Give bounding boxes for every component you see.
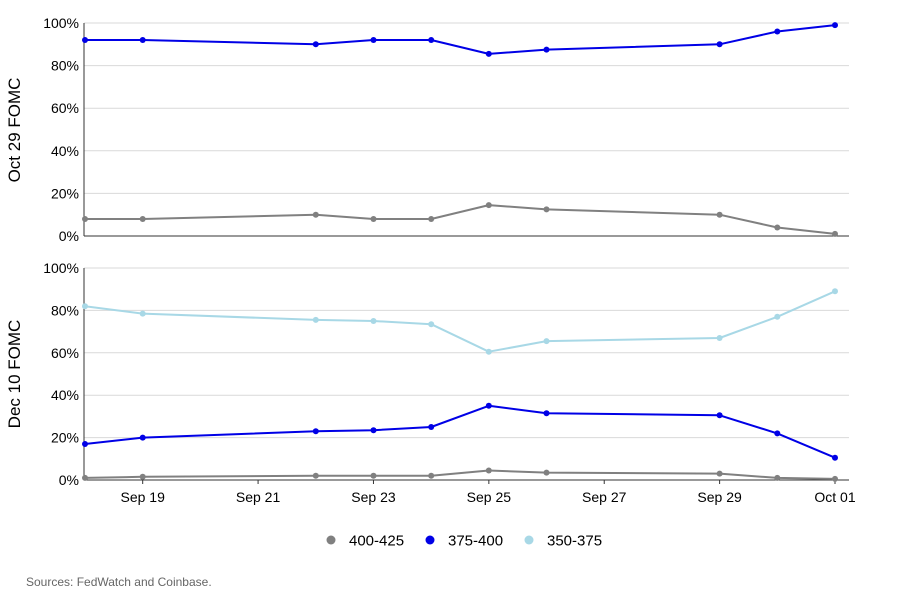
x-tick-label: Sep 29 [697, 489, 742, 505]
data-point [543, 206, 550, 213]
x-tick-label: Oct 01 [814, 489, 855, 505]
data-point [428, 216, 435, 222]
data-point [428, 37, 435, 43]
series-line-400-425 [85, 204, 836, 235]
data-point [82, 37, 88, 43]
data-point [832, 475, 838, 482]
series-375-400 [82, 402, 838, 461]
data-point [832, 22, 838, 29]
series-line-375-400 [84, 404, 836, 459]
legend-marker-350-375 [524, 535, 534, 545]
series-375-400 [82, 22, 838, 57]
x-tick-label: Sep 21 [236, 489, 281, 505]
data-point [716, 470, 723, 477]
data-point [716, 211, 723, 218]
y-tick-label: 0% [59, 228, 79, 244]
data-point [485, 348, 492, 355]
series-line-350-375 [84, 290, 836, 353]
data-point [543, 469, 550, 476]
x-tick-label: Sep 23 [351, 489, 396, 505]
y-tick-label: 60% [51, 100, 79, 116]
data-point [832, 454, 838, 461]
x-tick-label: Sep 19 [121, 489, 166, 505]
data-point [774, 224, 781, 231]
series-line-400-425 [84, 469, 836, 480]
y-tick-label: 100% [43, 15, 79, 31]
data-point [312, 428, 319, 435]
data-point [370, 318, 377, 324]
data-point [774, 474, 781, 481]
x-tick-label: Sep 25 [467, 489, 512, 505]
y-axis-title: Dec 10 FOMC [5, 320, 24, 429]
legend: 400-425 375-400 350-375 [326, 533, 602, 550]
data-point [774, 313, 781, 320]
legend-marker-375-400 [425, 535, 435, 545]
data-point [370, 472, 377, 479]
data-point [139, 434, 146, 441]
data-point [832, 230, 838, 237]
data-point [82, 216, 88, 222]
y-tick-label: 100% [43, 260, 79, 276]
y-axis-title: Oct 29 FOMC [5, 78, 24, 183]
panel-oct-29-fomc: 0% 20% 40% 60% 80% 100% Oct 29 FOMC [5, 15, 849, 244]
data-point [543, 410, 550, 417]
y-tick-label: 20% [51, 185, 79, 201]
legend-marker-400-425 [326, 535, 336, 545]
data-point [139, 310, 146, 317]
data-point [716, 41, 723, 48]
data-point [370, 216, 377, 222]
y-tick-label: 60% [51, 345, 79, 361]
data-point [485, 202, 492, 209]
data-point [139, 216, 146, 222]
data-point [370, 427, 377, 434]
series-400-425 [82, 202, 838, 237]
data-point [543, 46, 550, 53]
panel-dec-10-fomc: 0% 20% 40% 60% 80% 100% Dec 10 FOMC Sep 19 Sep 2… [5, 260, 856, 505]
data-point [82, 474, 88, 481]
data-point [774, 28, 781, 35]
data-point [485, 402, 492, 409]
y-tick-label: 80% [51, 302, 79, 318]
data-point [485, 50, 492, 57]
data-point [139, 473, 146, 480]
data-point [312, 316, 319, 323]
series-line-375-400 [85, 24, 836, 55]
data-point [428, 472, 435, 479]
data-point [312, 41, 319, 48]
data-point [428, 321, 435, 328]
y-tick-label: 40% [51, 387, 79, 403]
data-point [370, 37, 377, 43]
data-point [485, 467, 492, 474]
data-point [774, 430, 781, 437]
data-point [312, 472, 319, 479]
y-tick-label: 0% [59, 472, 79, 488]
data-point [82, 441, 88, 447]
data-point [312, 211, 319, 218]
data-point [428, 424, 435, 430]
data-point [716, 335, 723, 341]
data-point [82, 303, 88, 310]
series-350-375 [82, 288, 838, 355]
y-tick-label: 20% [51, 430, 79, 446]
data-point [139, 37, 146, 43]
series-400-425 [82, 467, 838, 482]
legend-label-350-375: 350-375 [547, 533, 602, 550]
legend-label-375-400: 375-400 [448, 533, 503, 550]
source-note: Sources: FedWatch and Coinbase. [26, 575, 212, 589]
y-tick-label: 40% [51, 143, 79, 159]
data-point [716, 412, 723, 419]
legend-label-400-425: 400-425 [349, 533, 404, 550]
data-point [543, 338, 550, 345]
data-point [832, 288, 838, 295]
x-tick-label: Sep 27 [582, 489, 627, 505]
y-tick-label: 80% [51, 58, 79, 74]
